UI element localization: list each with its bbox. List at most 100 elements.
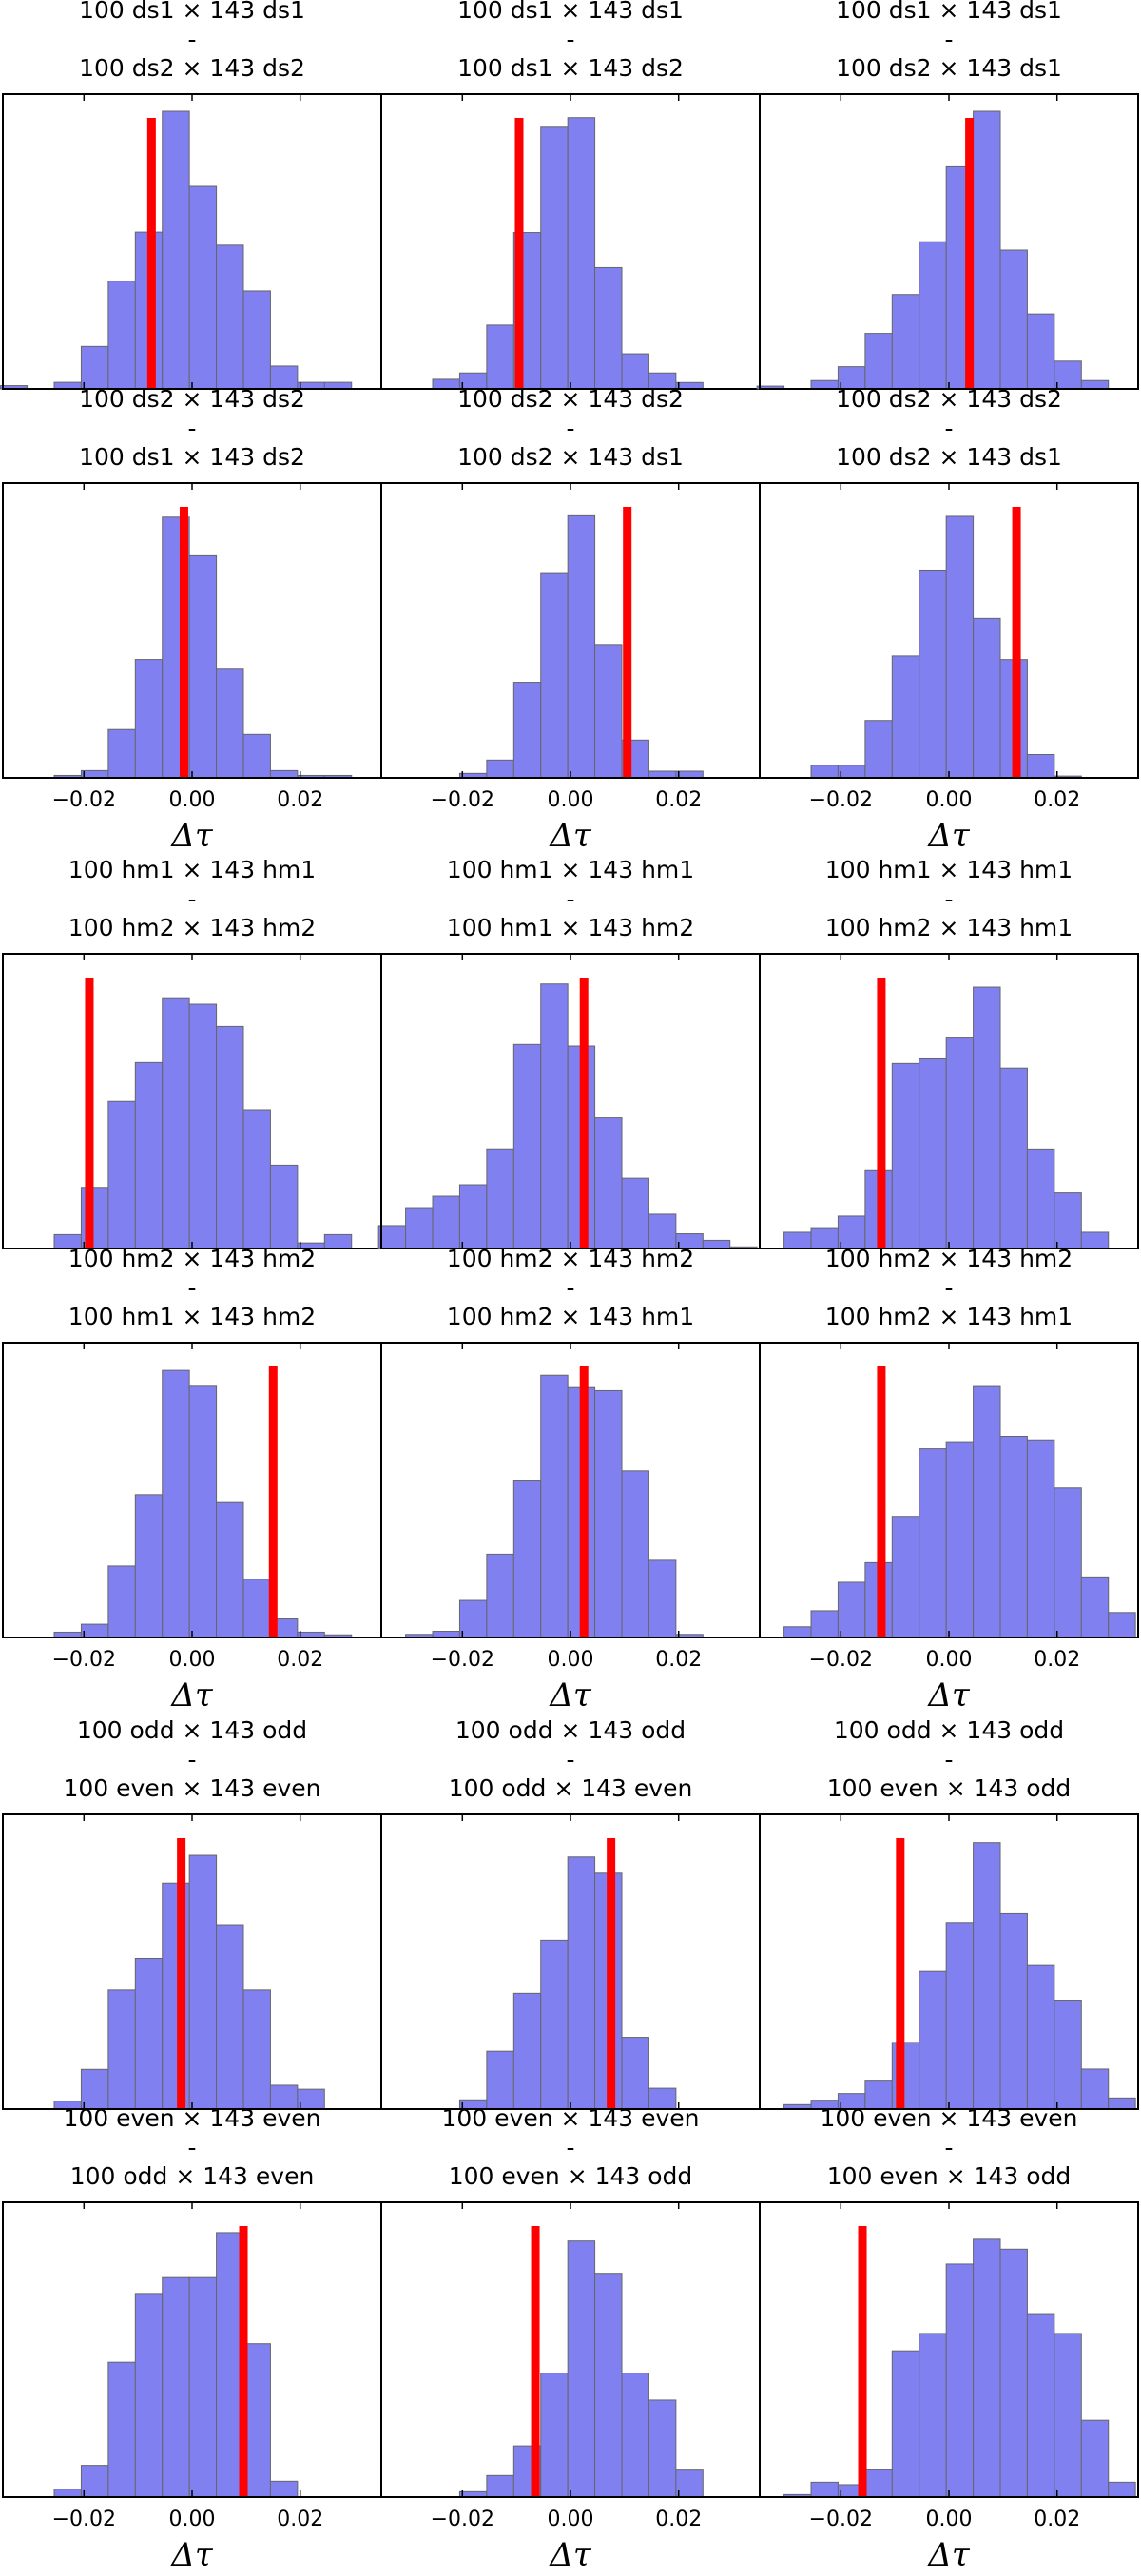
histogram-bar bbox=[512, 1043, 542, 1249]
histogram-bar bbox=[1026, 1964, 1055, 2110]
histogram-bar bbox=[107, 1565, 136, 1638]
observed-value-marker bbox=[268, 1366, 278, 1637]
x-axis-label: Δτ bbox=[548, 817, 592, 855]
panel: 100 ds1 × 143 ds1-100 ds2 × 143 ds1 bbox=[756, 0, 1139, 390]
x-tick-label: −0.02 bbox=[809, 1648, 873, 1672]
histogram-bar bbox=[973, 1385, 1001, 1638]
x-tick-label: 0.02 bbox=[277, 1648, 323, 1672]
histogram-bar bbox=[1026, 1148, 1055, 1249]
histogram-bar bbox=[973, 1842, 1001, 2110]
observed-value-marker bbox=[623, 507, 632, 778]
histogram-bar bbox=[837, 1215, 866, 1249]
histogram-bar bbox=[1026, 754, 1055, 779]
x-tick-label: 0.00 bbox=[169, 1648, 216, 1672]
histogram-bar bbox=[1054, 360, 1082, 390]
panel-title-line: 100 ds1 × 143 ds2 bbox=[457, 54, 684, 82]
panel-title-line: 100 ds2 × 143 ds2 bbox=[79, 54, 305, 82]
histogram-bar bbox=[486, 759, 514, 779]
panel-title-line: 100 ds1 × 143 ds2 bbox=[79, 443, 305, 471]
histogram-bar bbox=[919, 569, 947, 779]
histogram-bar bbox=[648, 1559, 677, 1638]
histogram-bar bbox=[53, 381, 82, 390]
histogram-bar bbox=[648, 770, 677, 779]
panel-title-line: 100 hm2 × 143 hm1 bbox=[825, 1303, 1073, 1330]
panel: 100 even × 143 even-100 even × 143 odd −0… bbox=[759, 2104, 1139, 2574]
histogram-bar bbox=[1080, 2419, 1110, 2498]
histogram-bar bbox=[567, 514, 596, 779]
histogram-bar bbox=[837, 1581, 866, 1638]
histogram-bar bbox=[675, 770, 704, 779]
x-tick-label: 0.00 bbox=[548, 2508, 594, 2531]
panel-title-line: 100 hm1 × 143 hm1 bbox=[447, 856, 694, 883]
histogram-bar bbox=[999, 2248, 1028, 2498]
x-tick-label: 0.00 bbox=[926, 1648, 973, 1672]
histogram-bar bbox=[810, 765, 839, 779]
histogram-bar bbox=[891, 2350, 920, 2498]
histogram-bar bbox=[999, 1435, 1028, 1638]
histogram-bar bbox=[864, 333, 893, 390]
histogram-bar bbox=[919, 1970, 947, 2110]
histogram-bar bbox=[919, 2333, 947, 2498]
histogram-bar bbox=[1108, 2097, 1136, 2110]
histogram-bar bbox=[621, 2037, 649, 2110]
x-axis-label: Δτ bbox=[926, 1676, 971, 1714]
histogram-bar bbox=[864, 2080, 893, 2110]
histogram-bar bbox=[1080, 379, 1110, 390]
x-tick-label: 0.02 bbox=[1034, 788, 1080, 812]
histogram-bar bbox=[1080, 1231, 1110, 1249]
histogram-bar bbox=[919, 241, 947, 390]
panel-title-line: 100 ds2 × 143 ds2 bbox=[79, 385, 305, 413]
panel-title-line: - bbox=[187, 415, 196, 442]
observed-value-marker bbox=[177, 1838, 186, 2109]
observed-value-marker bbox=[579, 1366, 589, 1637]
observed-value-marker bbox=[1012, 507, 1021, 778]
histogram-bar bbox=[80, 1623, 109, 1638]
panel-row-4: 100 hm2 × 143 hm2-100 hm1 × 143 hm2−0.02… bbox=[2, 1245, 1139, 1714]
panel-title-line: 100 ds2 × 143 ds2 bbox=[836, 385, 1062, 413]
x-tick-label: 0.00 bbox=[926, 2508, 973, 2531]
histogram-bar bbox=[134, 1957, 164, 2110]
histogram-bar bbox=[458, 1184, 488, 1249]
histogram-bar bbox=[242, 2343, 271, 2498]
histogram-bar bbox=[999, 249, 1028, 390]
histogram-bar bbox=[919, 1057, 947, 1249]
histogram-bar bbox=[1054, 1487, 1082, 1638]
histogram-bar bbox=[783, 1626, 812, 1638]
panel-title-line: - bbox=[566, 415, 574, 442]
histogram-bar bbox=[973, 986, 1001, 1249]
x-tick-label: 0.02 bbox=[655, 1648, 702, 1672]
histogram-bar bbox=[919, 1448, 947, 1638]
histogram-bar bbox=[134, 2293, 164, 2498]
histogram-bar bbox=[162, 2276, 190, 2498]
x-tick-label: 0.02 bbox=[277, 2508, 323, 2531]
panel-title-line: - bbox=[944, 415, 953, 442]
panel-title-line: 100 ds1 × 143 ds1 bbox=[79, 0, 305, 24]
observed-value-marker bbox=[896, 1838, 905, 2109]
panel-title-line: 100 odd × 143 odd bbox=[77, 1716, 307, 1744]
panel: 100 hm2 × 143 hm2-100 hm1 × 143 hm2 −0.02… bbox=[2, 1245, 382, 1714]
panel: 100 ds1 × 143 ds1-100 ds2 × 143 ds2 bbox=[0, 0, 382, 390]
panel-title-line: - bbox=[187, 2134, 196, 2161]
histogram-bar bbox=[1026, 2313, 1055, 2498]
histogram-bar bbox=[242, 1109, 271, 1249]
histogram-bar bbox=[891, 294, 920, 390]
histogram-bar bbox=[973, 617, 1001, 779]
histogram-bar bbox=[540, 126, 569, 390]
histogram-bar bbox=[486, 2474, 514, 2498]
histogram-bar bbox=[621, 2373, 649, 2498]
panel-title-line: - bbox=[566, 2134, 574, 2161]
panel: 100 odd × 143 odd-100 odd × 143 even bbox=[380, 1716, 761, 2110]
histogram-bar bbox=[242, 1579, 271, 1638]
histogram-bar bbox=[1080, 1576, 1110, 1638]
histogram-bar bbox=[621, 353, 649, 390]
histogram-bar bbox=[432, 378, 460, 390]
x-tick-label: 0.00 bbox=[926, 788, 973, 812]
panel-title-line: 100 even × 143 odd bbox=[827, 1774, 1072, 1802]
histogram-bar bbox=[216, 244, 244, 390]
panel-title-line: 100 hm1 × 143 hm2 bbox=[68, 1303, 316, 1330]
histogram-bar bbox=[540, 572, 569, 779]
observed-value-marker bbox=[607, 1838, 616, 2109]
histogram-bar bbox=[594, 1117, 623, 1249]
